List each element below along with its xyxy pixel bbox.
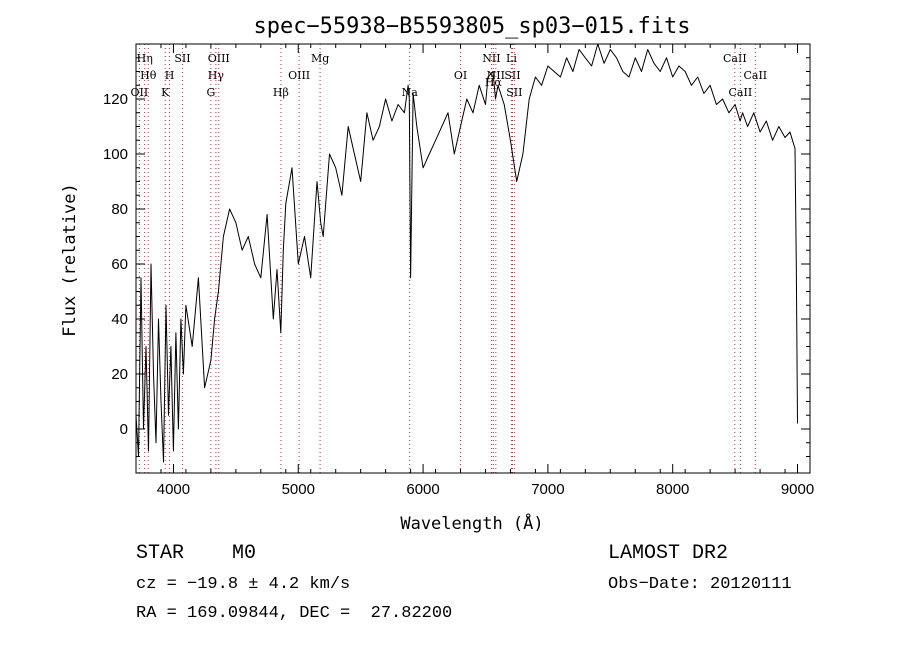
x-tick-label-1: 5000 [282,481,315,498]
obs-date-text: Obs−Date: 20120111 [608,575,792,594]
chart-title: spec−55938−B5593805_sp03−015.fits [253,14,690,39]
line-label-9: Hβ [273,86,289,99]
line-label-16: NII [487,69,505,82]
cz-text: cz = −19.8 ± 4.2 km/s [136,575,351,594]
classification-text: STAR M0 [136,542,257,565]
line-label-2: Hθ [140,69,157,82]
y-tick-label-5: 100 [103,146,128,163]
x-axis-label: Wavelength (Å) [400,512,543,534]
survey-text: LAMOST DR2 [608,542,729,565]
x-tick-label-5: 9000 [781,481,814,498]
y-tick-label-0: 0 [120,421,128,438]
line-label-12: Na [402,86,419,99]
line-label-14: NII [482,52,500,65]
line-label-0: OII [131,86,149,99]
line-label-18: SII [504,69,520,82]
line-label-19: SII [506,86,522,99]
y-tick-label-3: 60 [111,256,128,273]
x-tick-label-0: 4000 [157,481,190,498]
plot-frame [135,43,811,474]
axes: 4000 5000 6000 7000 8000 9000 0 20 40 60 80 100 120 [103,44,814,498]
line-label-20: CaII [723,52,747,65]
line-label-5: SII [174,52,190,65]
line-label-4: H [165,69,175,82]
line-label-11: Mg [311,52,329,65]
line-label-22: CaII [743,69,767,82]
y-axis-label: Flux (relative) [60,183,80,337]
spectral-line-markers: OIIHηHθKHSIIGHγOIIIHβOIIIMgNaOINIIHαNIIL… [131,44,767,473]
spectrum-line-0 [135,43,798,463]
line-label-10: OIII [288,69,310,82]
line-label-1: Hη [137,52,153,65]
x-tick-label-2: 6000 [406,481,439,498]
y-tick-label-2: 40 [111,311,128,328]
line-label-7: Hγ [208,69,225,82]
line-label-8: OIII [208,52,230,65]
line-label-3: K [161,86,170,99]
y-tick-label-1: 20 [111,366,128,383]
x-tick-label-3: 7000 [531,481,564,498]
line-label-21: CaII [729,86,753,99]
y-tick-label-4: 80 [111,201,128,218]
line-label-13: OI [454,69,467,82]
y-tick-label-6: 120 [103,91,128,108]
line-label-6: G [206,86,215,99]
spectrum-series [135,43,798,463]
x-tick-label-4: 8000 [656,481,689,498]
coords-text: RA = 169.09844, DEC = 27.82200 [136,604,453,623]
line-label-17: Li [506,52,517,65]
